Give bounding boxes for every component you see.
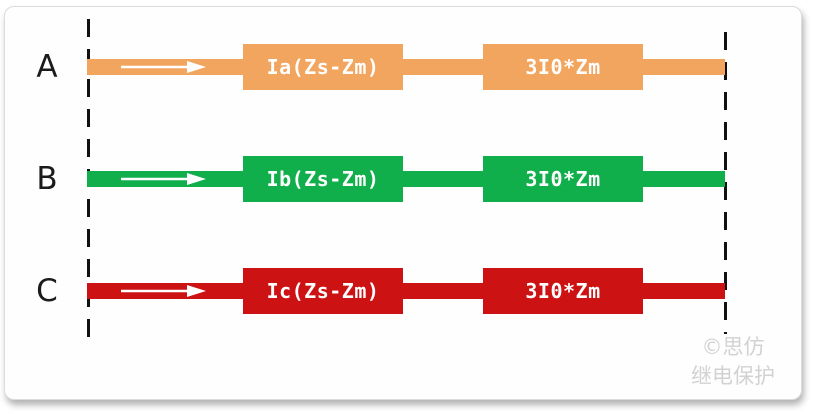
impedance-box-label: 3I0*Zm (525, 167, 601, 191)
phase-row-a: A Ia(Zs-Zm) 3I0*Zm (5, 44, 801, 90)
watermark-line-2: 继电保护 (691, 364, 775, 388)
impedance-box-self-c: Ic(Zs-Zm) (243, 268, 403, 314)
impedance-box-label: 3I0*Zm (525, 55, 601, 79)
impedance-box-zero-seq-b: 3I0*Zm (483, 156, 643, 202)
watermark: ©思仿 继电保护 (691, 333, 775, 391)
impedance-box-self-a: Ia(Zs-Zm) (243, 44, 403, 90)
impedance-box-zero-seq-a: 3I0*Zm (483, 44, 643, 90)
right-boundary-dashed-line (724, 32, 727, 334)
diagram-card: A Ia(Zs-Zm) 3I0*Zm B Ib(Zs-Zm) 3I0*Zm C (4, 6, 802, 400)
impedance-box-label: Ia(Zs-Zm) (266, 55, 380, 79)
impedance-box-label: Ic(Zs-Zm) (266, 279, 380, 303)
impedance-box-label: 3I0*Zm (525, 279, 601, 303)
phase-label-b: B (36, 161, 58, 197)
impedance-box-zero-seq-c: 3I0*Zm (483, 268, 643, 314)
watermark-line-1: ©思仿 (701, 335, 765, 359)
impedance-box-self-b: Ib(Zs-Zm) (243, 156, 403, 202)
phase-row-c: C Ic(Zs-Zm) 3I0*Zm (5, 268, 801, 314)
current-direction-arrow-icon (121, 173, 206, 185)
phase-row-b: B Ib(Zs-Zm) 3I0*Zm (5, 156, 801, 202)
current-direction-arrow-icon (121, 61, 206, 73)
current-direction-arrow-icon (121, 285, 206, 297)
phase-label-c: C (36, 273, 58, 309)
phase-label-a: A (36, 49, 58, 85)
impedance-box-label: Ib(Zs-Zm) (266, 167, 380, 191)
